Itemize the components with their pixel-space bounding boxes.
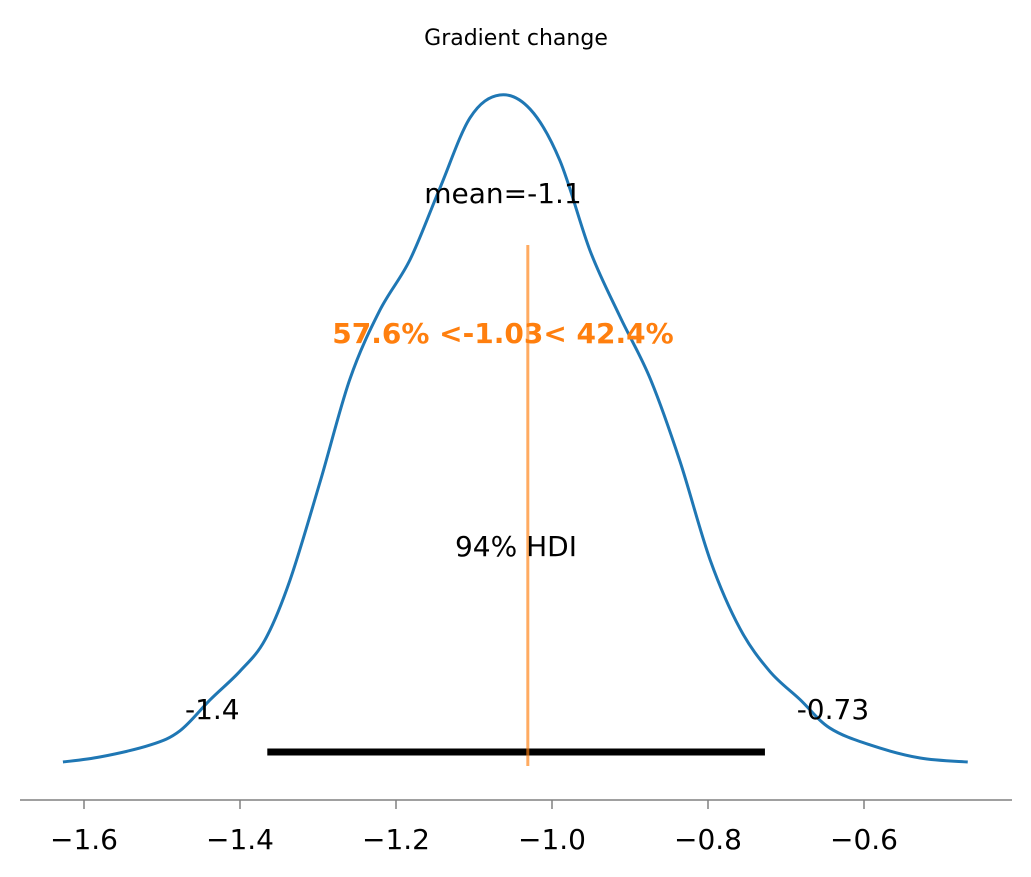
chart-title: Gradient change (424, 26, 608, 51)
density-curve (62, 93, 968, 764)
mean-label: mean=-1.1 (424, 177, 582, 210)
hdi-low-label: -1.4 (185, 693, 240, 726)
x-tick-label: −1.0 (518, 823, 586, 856)
x-tick-label: −0.6 (830, 823, 898, 856)
x-axis-ticks: −1.6 −1.4 −1.2 −1.0 −0.8 −0.6 (50, 800, 898, 856)
hdi-label: 94% HDI (455, 530, 577, 563)
x-tick-label: −0.8 (674, 823, 742, 856)
reference-label: 57.6% <-1.03< 42.4% (332, 317, 673, 350)
x-tick-label: −1.2 (362, 823, 430, 856)
x-tick-label: −1.6 (50, 823, 118, 856)
hdi-high-label: -0.73 (797, 693, 869, 726)
x-tick-label: −1.4 (206, 823, 274, 856)
